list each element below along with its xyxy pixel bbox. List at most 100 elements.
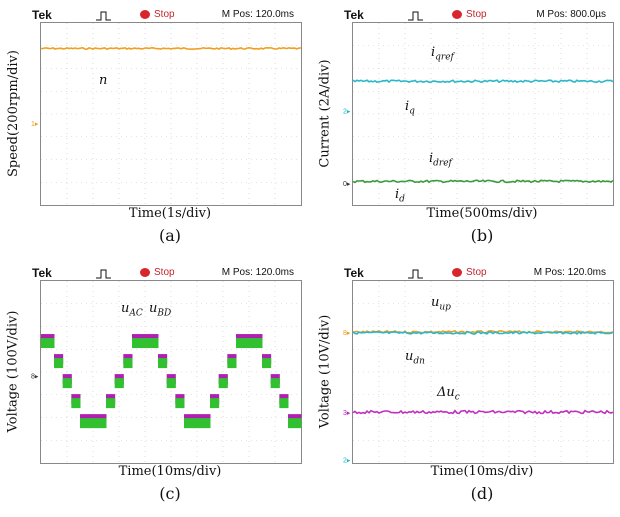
trace-block-1 xyxy=(227,358,233,369)
trigger-icon xyxy=(96,269,111,279)
x-axis-label: Time(10ms/div) xyxy=(118,464,222,479)
m-pos-readout: M Pos: 800.0µs xyxy=(536,9,606,20)
channel-marker: 3▸ xyxy=(343,410,351,417)
y-axis-label: Current (2A/div) xyxy=(317,58,333,168)
stop-indicator-icon xyxy=(452,268,462,277)
trace-block-1 xyxy=(166,378,172,389)
trace-series-1 xyxy=(352,330,614,335)
plot-area: 8▸ xyxy=(31,281,302,463)
y-axis-label: Voltage (100V/div) xyxy=(5,310,21,432)
trace-block-1 xyxy=(145,338,150,349)
trace-block-1 xyxy=(101,418,107,429)
trace-block-1 xyxy=(140,338,146,349)
panel-tag: (c) xyxy=(159,484,181,503)
y-axis-label: Voltage (10V/div) xyxy=(317,314,333,428)
trace-block-1 xyxy=(197,418,202,429)
trace-block-1 xyxy=(153,338,159,349)
trace-block-1 xyxy=(296,418,302,429)
m-pos-readout: M Pos: 120.0ms xyxy=(221,267,294,278)
trace-block-1 xyxy=(45,338,51,349)
trace-block-1 xyxy=(88,418,94,429)
channel-marker: 8▸ xyxy=(31,374,39,381)
trace-block-1 xyxy=(114,378,120,389)
trace-block-1 xyxy=(270,378,276,389)
trace-block-1 xyxy=(288,418,293,429)
panel-tag: (d) xyxy=(470,484,494,503)
trace-block-1 xyxy=(136,338,142,349)
trace-block-1 xyxy=(283,398,289,409)
trace-block-1 xyxy=(184,418,189,429)
trace-block-1 xyxy=(257,338,263,349)
annotation-uup: uup xyxy=(431,295,451,313)
trace-block-1 xyxy=(75,398,81,409)
trigger-icon xyxy=(408,269,423,279)
trace-block-1 xyxy=(210,398,215,409)
annotation-iq: iq xyxy=(405,99,415,117)
annotation-delta-uc: Δuc xyxy=(437,385,460,403)
annotation-iqref: iqref xyxy=(431,45,454,63)
trace-series-1 xyxy=(352,179,614,184)
trace-block-1 xyxy=(110,398,116,409)
trace-block-1 xyxy=(179,398,185,409)
stop-status: Stop xyxy=(154,9,175,20)
stop-status: Stop xyxy=(466,9,487,20)
trace-block-1 xyxy=(201,418,207,429)
m-pos-readout: M Pos: 120.0ms xyxy=(221,9,294,20)
trace-block-1 xyxy=(279,398,285,409)
y-axis-label: Speed(200rpm/div) xyxy=(5,49,21,177)
tek-logo: Tek xyxy=(32,8,52,22)
x-axis-label: Time(500ms/div) xyxy=(426,206,538,221)
stop-indicator-icon xyxy=(452,10,462,19)
stop-status: Stop xyxy=(154,267,175,278)
trace-block-1 xyxy=(175,398,181,409)
trace-block-1 xyxy=(249,338,254,349)
trace-block-1 xyxy=(218,378,224,389)
annotation-udn: udn xyxy=(405,349,425,367)
trace-block-1 xyxy=(275,378,280,389)
annotation-n: n xyxy=(99,73,108,88)
tek-logo: Tek xyxy=(32,266,52,280)
x-axis-label: Time(1s/div) xyxy=(128,206,212,221)
channel-marker: 2▸ xyxy=(343,457,351,464)
trace-block-1 xyxy=(106,398,111,409)
scope-screen: 8▸ uAC uBD xyxy=(31,280,302,464)
x-axis-label: Time(10ms/div) xyxy=(430,464,534,479)
panel-b: Tek Stop ▼ M Pos: 800.0µs Current (2A/di… xyxy=(312,0,620,258)
trace-block-1 xyxy=(162,358,168,369)
panel-tag: (a) xyxy=(158,226,182,245)
trace-block-1 xyxy=(223,378,228,389)
trace-block-1 xyxy=(97,418,103,429)
stop-status: Stop xyxy=(466,267,487,278)
panel-d: Tek Stop ▼ M Pos: 120.0ms Voltage (10V/d… xyxy=(312,258,620,516)
trace-block-1 xyxy=(171,378,176,389)
stop-indicator-icon xyxy=(140,10,150,19)
trace-block-1 xyxy=(123,358,129,369)
trace-block-1 xyxy=(54,358,59,369)
m-pos-readout: M Pos: 120.0ms xyxy=(533,267,606,278)
trace-block-1 xyxy=(240,338,246,349)
trace-block-1 xyxy=(253,338,259,349)
trace-block-1 xyxy=(236,338,241,349)
scope-screen: 2▸ 0▸ iqref iq idref id xyxy=(343,22,614,206)
trace-block-1 xyxy=(132,338,137,349)
trace-series-0 xyxy=(40,46,301,51)
trace-block-1 xyxy=(71,398,77,409)
trace-block-1 xyxy=(188,418,194,429)
scope-screen: 1▸ n xyxy=(31,22,302,206)
channel-marker: 1▸ xyxy=(31,121,39,128)
annotation-uac: uAC xyxy=(121,301,143,319)
trace-block-1 xyxy=(49,338,55,349)
trace-block-1 xyxy=(231,358,237,369)
panel-a: Tek Stop ▼ M Pos: 120.0ms Speed(200rpm/d… xyxy=(0,0,310,258)
trace-block-1 xyxy=(80,418,85,429)
trace-block-1 xyxy=(127,358,133,369)
annotation-idref: idref xyxy=(429,151,452,169)
trace-block-1 xyxy=(205,418,211,429)
trace-block-1 xyxy=(214,398,220,409)
trace-block-1 xyxy=(262,358,267,369)
trace-block-1 xyxy=(266,358,272,369)
trace-block-1 xyxy=(93,418,98,429)
trace-block-1 xyxy=(158,358,163,369)
trace-block-1 xyxy=(149,338,155,349)
trigger-icon xyxy=(408,11,423,21)
